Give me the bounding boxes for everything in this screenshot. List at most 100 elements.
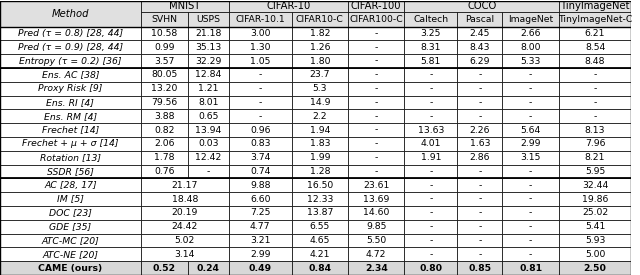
- Text: -: -: [207, 167, 210, 176]
- Bar: [141, 54, 188, 68]
- Text: -: -: [429, 250, 433, 259]
- Text: Ens. AC [38]: Ens. AC [38]: [42, 70, 99, 79]
- Text: 0.99: 0.99: [154, 43, 175, 52]
- Bar: [457, 206, 502, 220]
- Bar: [291, 248, 348, 261]
- Bar: [141, 82, 188, 96]
- Text: -: -: [529, 84, 532, 93]
- Text: Proxy Risk [9]: Proxy Risk [9]: [38, 84, 102, 93]
- Text: -: -: [259, 112, 262, 121]
- Bar: [559, 40, 631, 54]
- Text: 2.26: 2.26: [470, 126, 490, 134]
- Text: -: -: [478, 208, 481, 218]
- Bar: [229, 96, 291, 109]
- Bar: [502, 40, 559, 54]
- Text: -: -: [374, 167, 378, 176]
- Text: -: -: [374, 153, 378, 162]
- Bar: [559, 1, 631, 12]
- Bar: [457, 220, 502, 233]
- Text: 13.20: 13.20: [151, 84, 177, 93]
- Text: 32.29: 32.29: [195, 57, 221, 65]
- Bar: [141, 96, 188, 109]
- Text: -: -: [478, 167, 481, 176]
- Text: -: -: [259, 98, 262, 107]
- Text: USPS: USPS: [196, 15, 220, 24]
- Bar: [348, 96, 404, 109]
- Text: 4.77: 4.77: [250, 222, 271, 231]
- Text: 13.69: 13.69: [363, 195, 389, 204]
- Bar: [559, 192, 631, 206]
- Bar: [559, 123, 631, 137]
- Text: ATC-MC [20]: ATC-MC [20]: [42, 236, 99, 245]
- Text: 32.44: 32.44: [582, 181, 608, 190]
- Bar: [348, 27, 404, 40]
- Text: 8.13: 8.13: [585, 126, 605, 134]
- Bar: [291, 82, 348, 96]
- Bar: [291, 261, 348, 275]
- Bar: [141, 192, 229, 206]
- Text: 10.58: 10.58: [151, 29, 177, 38]
- Bar: [559, 82, 631, 96]
- Text: 5.93: 5.93: [585, 236, 605, 245]
- Text: 2.66: 2.66: [520, 29, 541, 38]
- Bar: [348, 151, 404, 165]
- Bar: [404, 206, 457, 220]
- Bar: [559, 165, 631, 178]
- Bar: [141, 220, 229, 233]
- Text: -: -: [374, 43, 378, 52]
- Bar: [559, 96, 631, 109]
- Bar: [559, 248, 631, 261]
- Bar: [291, 220, 348, 233]
- Bar: [291, 68, 348, 82]
- Text: 5.95: 5.95: [585, 167, 605, 176]
- Bar: [502, 82, 559, 96]
- Text: -: -: [259, 70, 262, 79]
- Text: CIFAR100-C: CIFAR100-C: [349, 15, 403, 24]
- Text: 1.26: 1.26: [310, 43, 330, 52]
- Bar: [457, 40, 502, 54]
- Text: -: -: [374, 57, 378, 65]
- Text: 1.83: 1.83: [310, 139, 330, 149]
- Text: 0.82: 0.82: [154, 126, 175, 134]
- Bar: [141, 68, 188, 82]
- Text: 4.65: 4.65: [310, 236, 330, 245]
- Text: 3.25: 3.25: [420, 29, 441, 38]
- Text: -: -: [529, 98, 532, 107]
- Text: 16.50: 16.50: [307, 181, 333, 190]
- Text: 25.02: 25.02: [582, 208, 608, 218]
- Bar: [404, 27, 457, 40]
- Text: -: -: [593, 70, 596, 79]
- Text: -: -: [429, 98, 433, 107]
- Bar: [229, 206, 291, 220]
- Bar: [229, 27, 291, 40]
- Bar: [0, 151, 141, 165]
- Bar: [229, 12, 291, 27]
- Bar: [404, 220, 457, 233]
- Text: -: -: [529, 181, 532, 190]
- Bar: [141, 12, 188, 27]
- Bar: [0, 123, 141, 137]
- Bar: [291, 165, 348, 178]
- Text: 23.7: 23.7: [310, 70, 330, 79]
- Bar: [348, 137, 404, 151]
- Text: 8.48: 8.48: [585, 57, 605, 65]
- Bar: [348, 261, 404, 275]
- Bar: [188, 261, 229, 275]
- Bar: [188, 27, 229, 40]
- Bar: [502, 123, 559, 137]
- Text: SSDR [56]: SSDR [56]: [47, 167, 94, 176]
- Bar: [348, 1, 404, 12]
- Bar: [0, 109, 141, 123]
- Text: 1.94: 1.94: [310, 126, 330, 134]
- Text: CIFAR-10.1: CIFAR-10.1: [236, 15, 285, 24]
- Bar: [457, 165, 502, 178]
- Bar: [291, 40, 348, 54]
- Text: 5.3: 5.3: [312, 84, 327, 93]
- Text: -: -: [374, 84, 378, 93]
- Bar: [188, 54, 229, 68]
- Bar: [404, 123, 457, 137]
- Bar: [502, 165, 559, 178]
- Text: -: -: [529, 250, 532, 259]
- Bar: [0, 233, 141, 248]
- Text: 13.94: 13.94: [195, 126, 221, 134]
